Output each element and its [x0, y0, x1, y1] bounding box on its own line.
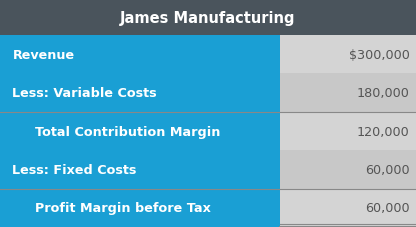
Bar — [280, 36, 416, 74]
Bar — [0, 189, 272, 227]
Bar — [272, 74, 280, 112]
Bar — [272, 112, 280, 151]
Bar — [0, 74, 272, 112]
Text: Profit Margin before Tax: Profit Margin before Tax — [35, 201, 211, 214]
Text: Total Contribution Margin: Total Contribution Margin — [35, 125, 221, 138]
Bar — [280, 74, 416, 112]
Text: 60,000: 60,000 — [365, 201, 410, 214]
Text: James Manufacturing: James Manufacturing — [120, 10, 296, 25]
Bar — [0, 151, 272, 189]
Bar — [272, 151, 280, 189]
Bar — [280, 151, 416, 189]
Bar — [0, 112, 272, 151]
Text: $300,000: $300,000 — [349, 49, 410, 62]
Bar — [272, 189, 280, 227]
Text: 120,000: 120,000 — [357, 125, 410, 138]
Bar — [0, 0, 416, 36]
Text: 180,000: 180,000 — [357, 87, 410, 100]
Bar — [280, 112, 416, 151]
Text: 60,000: 60,000 — [365, 163, 410, 176]
Text: Less: Variable Costs: Less: Variable Costs — [12, 87, 157, 100]
Bar — [0, 36, 272, 74]
Text: Revenue: Revenue — [12, 49, 74, 62]
Bar — [272, 36, 280, 74]
Text: Less: Fixed Costs: Less: Fixed Costs — [12, 163, 137, 176]
Bar — [280, 189, 416, 227]
